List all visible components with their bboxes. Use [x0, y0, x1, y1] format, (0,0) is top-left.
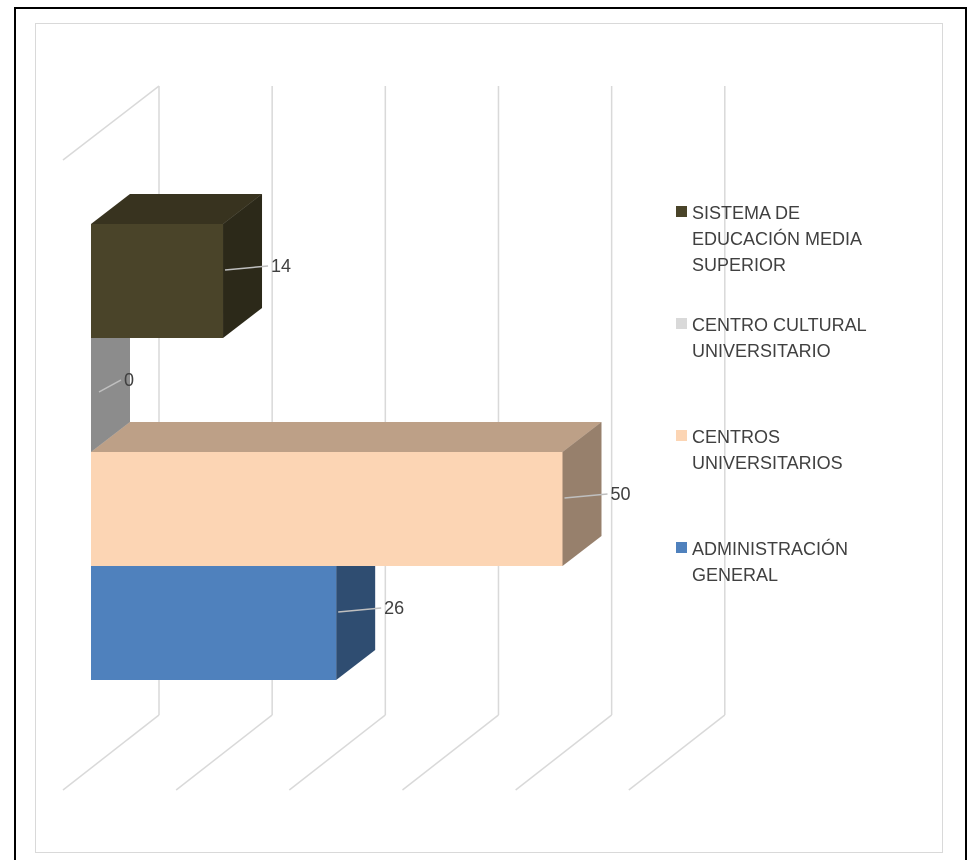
legend-item-centro-cultural: CENTRO CULTURAL UNIVERSITARIO	[676, 312, 872, 364]
gridline-floor	[175, 714, 273, 791]
legend-swatch-centro-cultural	[676, 318, 687, 329]
data-label-sistema-de-educacion-media-superior: 14	[271, 256, 291, 276]
legend-swatch-sistema	[676, 206, 687, 217]
bar-side-administracion-general	[336, 536, 376, 680]
data-label-leader-centro-cultural-universitario	[98, 379, 122, 393]
gridline-side-top	[62, 85, 160, 161]
data-label-leader-sistema-de-educacion-media-superior	[224, 265, 269, 271]
legend-label-sistema: SISTEMA DE EDUCACIÓN MEDIA SUPERIOR	[692, 203, 862, 275]
bar-top-centros-universitarios	[91, 422, 602, 452]
gridline-floor	[628, 714, 726, 791]
legend-swatch-centros-universitarios	[676, 430, 687, 441]
bar-top-sistema-de-educacion-media-superior	[91, 194, 263, 224]
data-label-leader-centros-universitarios	[564, 493, 608, 499]
bar-side-centro-cultural-universitario	[91, 308, 130, 452]
legend-swatch-administracion	[676, 542, 687, 553]
bar-front-sistema-de-educacion-media-superior	[91, 224, 224, 338]
legend-label-centro-cultural: CENTRO CULTURAL UNIVERSITARIO	[692, 315, 867, 361]
bar-side-centros-universitarios	[562, 422, 602, 566]
gridline-floor	[288, 714, 386, 791]
data-label-leader-administracion-general	[338, 607, 382, 613]
bar-front-centros-universitarios	[91, 452, 563, 566]
legend-item-administracion: ADMINISTRACIÓN GENERAL	[676, 536, 872, 588]
legend-label-centros-universitarios: CENTROS UNIVERSITARIOS	[692, 427, 843, 473]
legend-label-administracion: ADMINISTRACIÓN GENERAL	[692, 539, 849, 585]
bar-side-sistema-de-educacion-media-superior	[223, 194, 263, 338]
legend-item-sistema: SISTEMA DE EDUCACIÓN MEDIA SUPERIOR	[676, 200, 872, 278]
legend-item-centros-universitarios: CENTROS UNIVERSITARIOS	[676, 424, 872, 476]
data-label-centro-cultural-universitario: 0	[124, 370, 134, 390]
gridline-floor	[62, 714, 160, 791]
data-label-centros-universitarios: 50	[611, 484, 631, 504]
gridline-floor	[515, 714, 613, 791]
bar-front-administracion-general	[91, 566, 337, 680]
gridline-floor	[402, 714, 499, 791]
data-label-administracion-general: 26	[384, 598, 404, 618]
